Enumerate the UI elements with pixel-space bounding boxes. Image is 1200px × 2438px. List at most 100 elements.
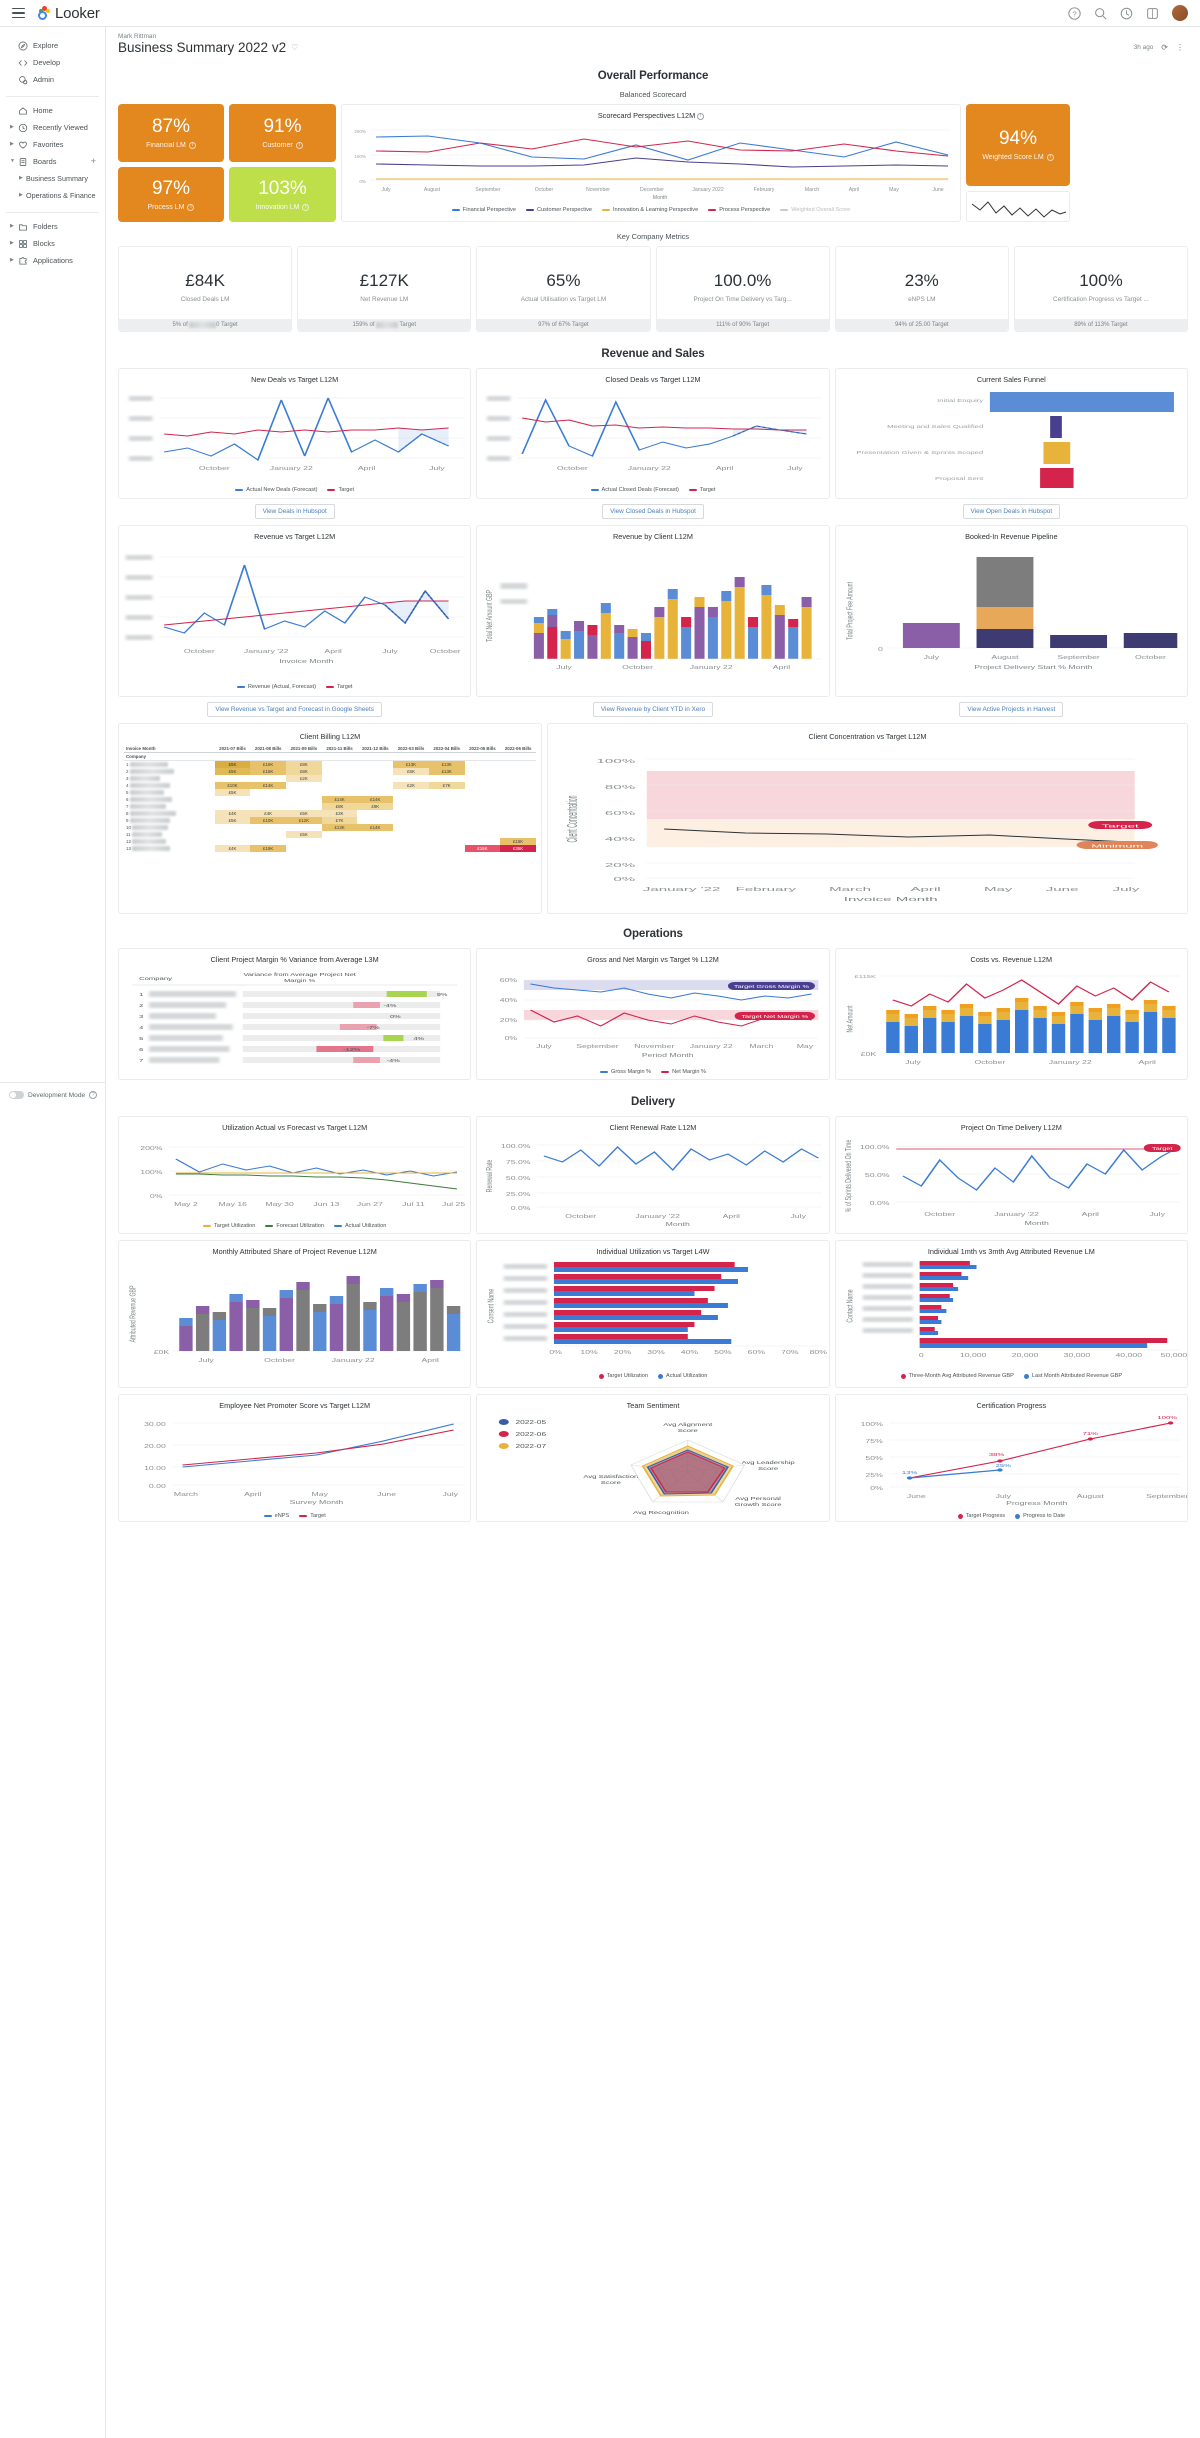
- table-row[interactable]: 2 xxxx£5K£16K£8K£5K£13K: [124, 768, 536, 775]
- legend-item[interactable]: Target Utilization: [203, 1223, 255, 1229]
- tile-client-project-margin[interactable]: Client Project Margin % Variance from Av…: [118, 948, 472, 1080]
- table-row[interactable]: 3 xx£2K: [124, 775, 536, 782]
- sidebar-item-blocks[interactable]: ▶ Blocks: [0, 235, 105, 252]
- info-icon[interactable]: i: [302, 203, 310, 211]
- legend-item[interactable]: Actual Utilization: [333, 1223, 386, 1229]
- scorecard-tile-weighted[interactable]: 94% Weighted Score LM i: [966, 104, 1070, 186]
- chevron-right-icon[interactable]: ▶: [19, 192, 23, 198]
- recent-icon[interactable]: [1120, 7, 1133, 20]
- tile-team-sentiment[interactable]: Team Sentiment 2022-05 2022-06 2022-07 A…: [476, 1394, 830, 1522]
- chevron-right-icon[interactable]: ▶: [10, 124, 14, 130]
- help-icon[interactable]: ?: [89, 1091, 98, 1099]
- chevron-right-icon[interactable]: ▶: [10, 240, 14, 246]
- sidebar-item-operations-finance[interactable]: ▶ Operations & Finance: [0, 187, 105, 204]
- sidebar-item-business-summary[interactable]: ▶ Business Summary: [0, 170, 105, 187]
- kebab-menu-icon[interactable]: ⋮: [1176, 43, 1184, 52]
- tile-utilization-actual-forecast[interactable]: Utilization Actual vs Forecast vs Target…: [118, 1116, 472, 1234]
- sidebar-item-admin[interactable]: Admin: [0, 71, 105, 88]
- info-icon[interactable]: i: [697, 112, 705, 120]
- tile-current-sales-funnel[interactable]: Current Sales Funnel Initial Enquiry Mee…: [834, 368, 1188, 499]
- metric-card-net-revenue[interactable]: £127K Net Revenue LM 159% of £80,000 Tar…: [297, 246, 472, 332]
- legend-item[interactable]: Three-Month Avg Attributed Revenue GBP: [900, 1373, 1014, 1379]
- tile-scorecard-perspectives[interactable]: Scorecard Perspectives L12M i 200% 100% …: [341, 104, 961, 222]
- scorecard-tile-financial[interactable]: 87% Financial LM i: [118, 104, 224, 162]
- tile-costs-vs-revenue[interactable]: Costs vs. Revenue L12M £115K Net Amount …: [834, 948, 1188, 1080]
- tile-closed-deals-vs-target[interactable]: Closed Deals vs Target L12M October Janu…: [476, 368, 830, 499]
- metric-card-on-time-delivery[interactable]: 100.0% Project On Time Delivery vs Targ.…: [655, 246, 830, 332]
- sidebar-item-boards[interactable]: ▼ Boards +: [0, 153, 105, 170]
- chevron-right-icon[interactable]: ▶: [19, 175, 23, 181]
- metric-card-actual-utilisation[interactable]: 65% Actual Utilisation vs Target LM 97% …: [476, 246, 651, 332]
- tile-client-concentration[interactable]: Client Concentration vs Target L12M Clie…: [547, 723, 1188, 914]
- tile-project-on-time-delivery[interactable]: Project On Time Delivery L12M % of Sprin…: [834, 1116, 1188, 1234]
- scorecard-tile-customer[interactable]: 91% Customer i: [229, 104, 336, 162]
- sidebar-item-home[interactable]: Home: [0, 102, 105, 119]
- legend-item[interactable]: Actual New Deals (Forecast): [235, 487, 317, 493]
- link-view-active-projects-harvest[interactable]: View Active Projects in Harvest: [959, 702, 1064, 717]
- table-row[interactable]: 10 xxx£13K£14K: [124, 824, 536, 831]
- hamburger-menu-icon[interactable]: [12, 8, 25, 18]
- info-icon[interactable]: i: [188, 142, 196, 149]
- metric-card-closed-deals[interactable]: £84K Closed Deals LM 5% of £1,230,000 Ta…: [118, 246, 293, 332]
- development-mode-toggle[interactable]: [9, 1091, 24, 1099]
- tile-enps-vs-target[interactable]: Employee Net Promoter Score vs Target L1…: [118, 1394, 472, 1522]
- legend-item[interactable]: Net Margin %: [661, 1069, 706, 1075]
- legend-item[interactable]: Revenue (Actual, Forecast): [236, 684, 316, 690]
- tile-weighted-sparkline[interactable]: [966, 191, 1070, 222]
- link-view-revenue-sheets[interactable]: View Revenue vs Target and Forecast in G…: [207, 702, 382, 717]
- sidebar-item-recently-viewed[interactable]: ▶ Recently Viewed: [0, 119, 105, 136]
- table-row[interactable]: 7 xxx£8K£9K: [124, 803, 536, 810]
- chevron-down-icon[interactable]: ▼: [10, 158, 15, 164]
- legend-item[interactable]: Forecast Utilization: [265, 1223, 324, 1229]
- legend-item[interactable]: Actual Utilization: [657, 1373, 707, 1379]
- tile-new-deals-vs-target[interactable]: New Deals vs Target L12M October January…: [118, 368, 472, 499]
- legend-item[interactable]: Target: [299, 1513, 326, 1519]
- metric-card-certification[interactable]: 100% Certification Progress vs Target ..…: [1013, 246, 1189, 332]
- tile-revenue-by-client[interactable]: Revenue by Client L12M Total Net Amount …: [476, 525, 830, 697]
- chevron-right-icon[interactable]: ▶: [10, 223, 14, 229]
- sidebar-item-favorites[interactable]: ▶ Favorites: [0, 136, 105, 153]
- table-row[interactable]: 1 xxxx£5K£16K£8K£13K£13K: [124, 761, 536, 768]
- info-icon[interactable]: i: [1046, 154, 1054, 161]
- legend-item[interactable]: Target: [688, 487, 715, 493]
- table-row[interactable]: 4 xxx£10K£14K£2K£7K: [124, 782, 536, 789]
- refresh-icon[interactable]: ⟳: [1161, 43, 1168, 52]
- help-icon[interactable]: ?: [1068, 6, 1081, 20]
- table-row[interactable]: 12 xx£16K: [124, 838, 536, 845]
- table-row[interactable]: 5 xxx£5K: [124, 789, 536, 796]
- client-billing-table[interactable]: Invoice Month 2021-07 Bills 2021-08 Bill…: [119, 741, 541, 852]
- heart-outline-icon[interactable]: ♡: [291, 43, 299, 52]
- tile-gross-net-margin[interactable]: Gross and Net Margin vs Target % L12M 60…: [476, 948, 830, 1080]
- sidebar-item-explore[interactable]: Explore: [0, 37, 105, 54]
- legend-item[interactable]: Target Utilization: [598, 1373, 648, 1379]
- chevron-right-icon[interactable]: ▶: [10, 257, 14, 263]
- tile-booked-in-revenue-pipeline[interactable]: Booked-In Revenue Pipeline Total Project…: [834, 525, 1188, 697]
- table-row[interactable]: 6 xxxx£14K£14K: [124, 796, 536, 803]
- legend-item[interactable]: Last Month Attributed Revenue GBP: [1023, 1373, 1122, 1379]
- chevron-right-icon[interactable]: ▶: [10, 141, 14, 147]
- legend-item[interactable]: Process Perspective: [708, 207, 770, 213]
- link-view-closed-deals-hubspot[interactable]: View Closed Deals in Hubspot: [602, 504, 704, 519]
- scorecard-tile-innovation[interactable]: 103% Innovation LM i: [229, 167, 336, 222]
- tile-client-renewal-rate[interactable]: Client Renewal Rate L12M Renewal Rate 10…: [476, 1116, 830, 1234]
- tile-certification-progress[interactable]: Certification Progress 100% 75% 50% 25% …: [834, 1394, 1189, 1522]
- add-board-button[interactable]: +: [90, 156, 96, 166]
- table-row[interactable]: 9 xxx£5K£10K£12K£7K: [124, 817, 536, 824]
- legend-item[interactable]: Financial Perspective: [451, 207, 516, 213]
- legend-item[interactable]: eNPS: [263, 1513, 289, 1519]
- legend-item[interactable]: Actual Closed Deals (Forecast): [590, 487, 679, 493]
- legend-item[interactable]: Target Progress: [957, 1513, 1005, 1519]
- metric-card-enps[interactable]: 23% eNPS LM 94% of 25.00 Target: [834, 246, 1009, 332]
- legend-item[interactable]: Target: [325, 684, 352, 690]
- link-view-open-deals-hubspot[interactable]: View Open Deals in Hubspot: [962, 504, 1061, 519]
- sidebar-item-develop[interactable]: Develop: [0, 54, 105, 71]
- search-icon[interactable]: [1094, 7, 1107, 20]
- link-view-deals-hubspot[interactable]: View Deals in Hubspot: [254, 504, 335, 519]
- legend-item[interactable]: Innovation & Learning Perspective: [602, 207, 698, 213]
- tile-individual-utilization[interactable]: Individual Utilization vs Target L4W Con…: [476, 1240, 830, 1388]
- legend-item[interactable]: Gross Margin %: [599, 1069, 651, 1075]
- avatar[interactable]: [1172, 5, 1188, 21]
- tile-revenue-vs-target[interactable]: Revenue vs Target L12M October: [118, 525, 472, 697]
- table-row[interactable]: 8 xxxx£4K£4K£5K£2K: [124, 810, 536, 817]
- link-view-client-ytd-xero[interactable]: View Revenue by Client YTD in Xero: [592, 702, 714, 717]
